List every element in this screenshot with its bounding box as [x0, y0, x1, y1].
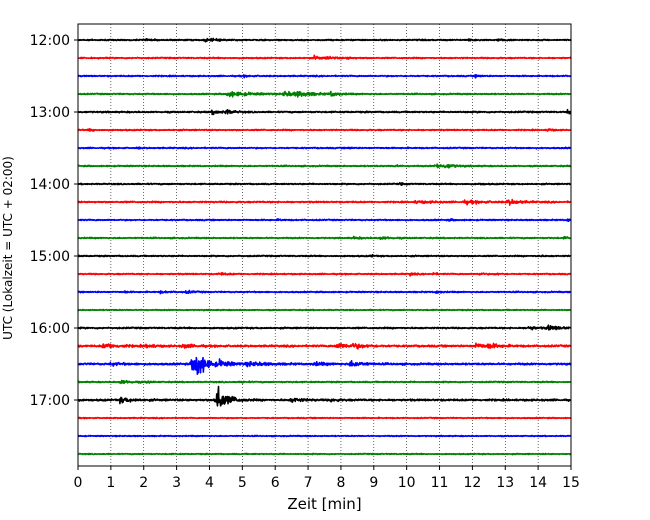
trace-1215: [77, 54, 572, 60]
x-axis-label: Zeit [min]: [287, 495, 361, 513]
trace-1445: [77, 235, 572, 241]
x-tick-label: 1: [106, 475, 115, 491]
x-tick-label: 13: [496, 475, 514, 491]
trace-1700: [77, 385, 572, 407]
x-tick-label: 10: [398, 475, 416, 491]
trace-1530: [77, 289, 572, 295]
trace-1345: [77, 163, 572, 169]
x-tick-label: 15: [562, 475, 580, 491]
y-tick-label: 13:00: [30, 105, 70, 121]
x-tick-label: 2: [139, 475, 148, 491]
x-tick-label: 5: [238, 475, 247, 491]
x-tick-label: 4: [205, 475, 214, 491]
trace-1200: [77, 37, 572, 43]
y-tick-label: 15:00: [30, 249, 70, 265]
trace-1545: [77, 308, 572, 312]
trace-1330: [77, 146, 572, 150]
trace-1400: [77, 181, 572, 187]
x-tick-label: 8: [336, 475, 345, 491]
trace-1645: [77, 379, 572, 385]
x-tick-label: 9: [369, 475, 378, 491]
trace-1500: [77, 253, 572, 258]
y-tick-label: 14:00: [30, 177, 70, 193]
trace-1415: [77, 198, 572, 206]
trace-1245: [77, 90, 572, 98]
x-tick-label: 14: [529, 475, 547, 491]
trace-1730: [77, 434, 572, 438]
x-axis-ticks: 0 1 2 3 4 5 6 7 8 9 10 11 12 13 14 15: [74, 466, 580, 491]
x-tick-label: 6: [271, 475, 280, 491]
traces-group: [77, 37, 572, 456]
trace-1300: [77, 108, 572, 116]
x-tick-label: 12: [463, 475, 481, 491]
trace-1430: [77, 218, 572, 223]
y-axis-label: UTC (Lokalzeit = UTC + 02:00): [1, 156, 15, 340]
trace-1630: [77, 356, 572, 376]
trace-1600: [77, 324, 572, 331]
trace-1515: [77, 271, 572, 277]
y-tick-label: 16:00: [30, 321, 70, 337]
trace-1315: [77, 128, 572, 132]
x-tick-label: 0: [74, 475, 83, 491]
plot-frame: [77, 23, 572, 467]
trace-1230: [77, 74, 572, 79]
y-tick-label: 17:00: [30, 393, 70, 409]
x-tick-label: 11: [431, 475, 449, 491]
y-axis-ticks: 12:00 13:00 14:00 15:00 16:00 17:00: [30, 33, 78, 409]
x-tick-label: 7: [304, 475, 313, 491]
x-tick-label: 3: [172, 475, 181, 491]
trace-1615: [77, 342, 572, 350]
trace-1745: [77, 452, 572, 456]
y-tick-label: 12:00: [30, 33, 70, 49]
trace-1715: [77, 416, 572, 420]
